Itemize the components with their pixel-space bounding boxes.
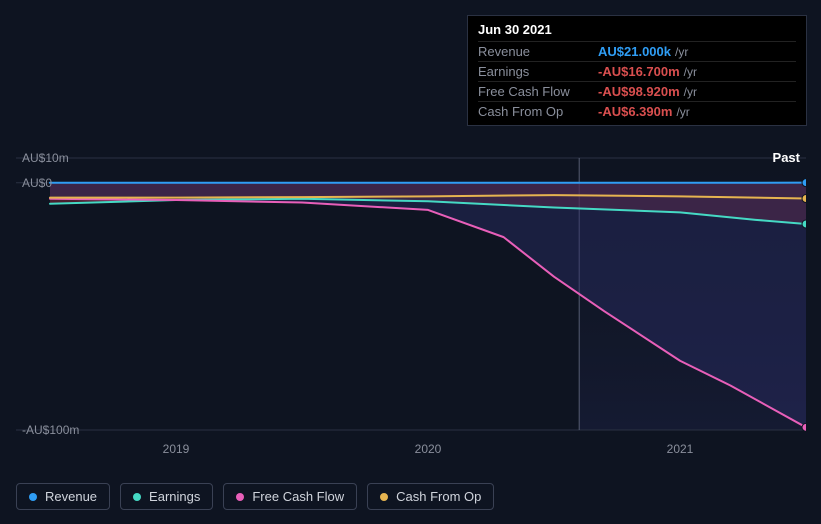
tooltip-row-value: -AU$98.920m [598,84,680,99]
tooltip-row: Earnings-AU$16.700m/yr [478,61,796,81]
legend-item-label: Cash From Op [396,489,481,504]
tooltip-row-label: Earnings [478,64,598,79]
legend-item-earnings[interactable]: Earnings [120,483,213,510]
y-axis-label: -AU$100m [22,423,79,437]
y-axis-label: AU$10m [22,151,69,165]
tooltip-row: Free Cash Flow-AU$98.920m/yr [478,81,796,101]
tooltip-date: Jun 30 2021 [478,22,796,41]
chart-legend: Revenue Earnings Free Cash Flow Cash From O… [16,483,494,510]
legend-dot-icon [236,493,244,501]
legend-dot-icon [29,493,37,501]
tooltip-row-unit: /yr [684,85,697,99]
tooltip-row-label: Free Cash Flow [478,84,598,99]
legend-item-revenue[interactable]: Revenue [16,483,110,510]
chart-tooltip: Jun 30 2021 RevenueAU$21.000k/yrEarnings… [467,15,807,126]
tooltip-row: Cash From Op-AU$6.390m/yr [478,101,796,121]
tooltip-row-label: Cash From Op [478,104,598,119]
tooltip-row-label: Revenue [478,44,598,59]
legend-dot-icon [380,493,388,501]
tooltip-row-unit: /yr [684,65,697,79]
earnings-chart[interactable]: Past AU$10mAU$0-AU$100m201920202021 [16,120,806,440]
tooltip-row: RevenueAU$21.000k/yr [478,41,796,61]
legend-item-label: Revenue [45,489,97,504]
legend-item-free-cash-flow[interactable]: Free Cash Flow [223,483,357,510]
tooltip-row-value: AU$21.000k [598,44,671,59]
tooltip-row-value: -AU$6.390m [598,104,672,119]
x-axis-label: 2020 [415,442,442,456]
x-axis-label: 2021 [667,442,694,456]
legend-item-label: Free Cash Flow [252,489,344,504]
tooltip-row-value: -AU$16.700m [598,64,680,79]
legend-dot-icon [133,493,141,501]
legend-item-cash-from-op[interactable]: Cash From Op [367,483,494,510]
x-axis-label: 2019 [163,442,190,456]
tooltip-row-unit: /yr [676,105,689,119]
y-axis-label: AU$0 [22,176,52,190]
past-label: Past [773,150,800,165]
chart-canvas [16,120,806,470]
tooltip-row-unit: /yr [675,45,688,59]
legend-item-label: Earnings [149,489,200,504]
